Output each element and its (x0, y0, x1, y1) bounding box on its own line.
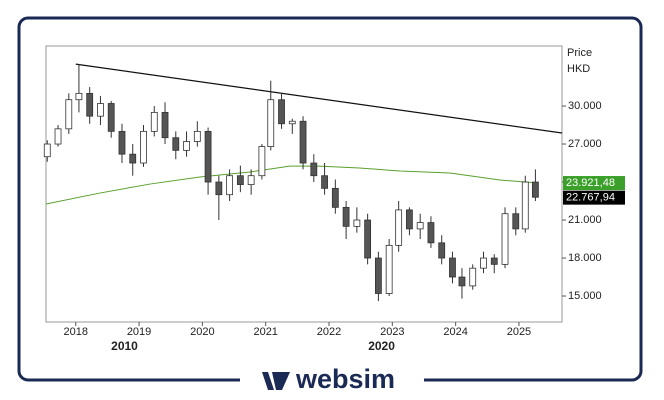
candle-body (342, 206, 350, 227)
x-tick-label: 2021 (253, 326, 277, 338)
candle-body (501, 213, 509, 265)
candle-body (521, 181, 529, 230)
y-tick-label: 21.000 (568, 214, 602, 226)
candle-body (183, 141, 190, 151)
candle-body (65, 99, 73, 130)
ma-last-label: 23.921,48 (566, 177, 615, 189)
candle-body (129, 153, 137, 164)
candle-body (532, 181, 539, 198)
candle-body (193, 130, 201, 142)
candle-body (226, 175, 234, 196)
candle-body (278, 99, 285, 125)
candle-body (353, 219, 361, 227)
candle-body (438, 242, 446, 259)
candle-body (172, 137, 180, 151)
x-tick-label: 2018 (64, 326, 88, 338)
x-tick-label: 2020 (190, 326, 214, 338)
x-tick-label: 2019 (127, 326, 151, 338)
candle-body (118, 130, 126, 155)
candle-body (97, 103, 104, 117)
candle-body (374, 257, 382, 294)
candle-body (43, 143, 51, 158)
candle-body (321, 175, 328, 189)
candle-body (54, 128, 62, 145)
candle-body (140, 130, 147, 164)
candle-body (331, 187, 339, 208)
ma-last-label-box (563, 176, 625, 191)
candle-body (161, 111, 169, 139)
y-axis-unit: HKD (567, 63, 590, 75)
logo-icon (262, 372, 290, 390)
candle-body (449, 257, 456, 278)
candle-body (107, 103, 115, 132)
candle-body (458, 276, 466, 287)
last-price-label-box (563, 190, 625, 205)
x-tick-label: 2022 (317, 326, 341, 338)
x-annotation: 2020 (368, 339, 395, 353)
candle-body (364, 219, 372, 259)
candle-body (395, 209, 403, 246)
candle-body (86, 92, 94, 117)
x-tick-label: 2024 (443, 326, 467, 338)
moving-average (45, 165, 538, 205)
y-tick-label: 27.000 (568, 138, 602, 150)
last-price-label: 22.767,94 (566, 192, 615, 204)
candle-body (236, 175, 244, 185)
candle-body (310, 162, 318, 177)
candle-body (299, 120, 307, 164)
candle-body (150, 111, 158, 132)
candle-body (416, 222, 424, 230)
brand: websim (295, 364, 395, 394)
candle-body (469, 267, 477, 287)
candle-body (490, 257, 498, 265)
trendline (75, 63, 563, 134)
y-tick-label: 18.000 (568, 252, 602, 264)
candle-body (512, 213, 520, 230)
candle-body (204, 130, 212, 183)
x-tick-label: 2025 (507, 326, 531, 338)
x-tick-label: 2023 (380, 326, 404, 338)
x-annotation: 2010 (111, 339, 138, 353)
y-tick-label: 15.000 (568, 290, 602, 302)
y-axis-label: Price (567, 47, 592, 59)
candle-body (267, 99, 275, 147)
candle-body (215, 181, 223, 196)
candle-body (480, 257, 487, 269)
candle-body (258, 146, 266, 177)
plot-area (45, 45, 563, 323)
candle-body (385, 244, 393, 294)
candle-body (247, 175, 255, 185)
candle-body (406, 209, 413, 230)
candle-body (75, 92, 83, 101)
candle-body (427, 222, 435, 244)
y-tick-label: 30.000 (568, 100, 602, 112)
candle-body (288, 120, 296, 125)
